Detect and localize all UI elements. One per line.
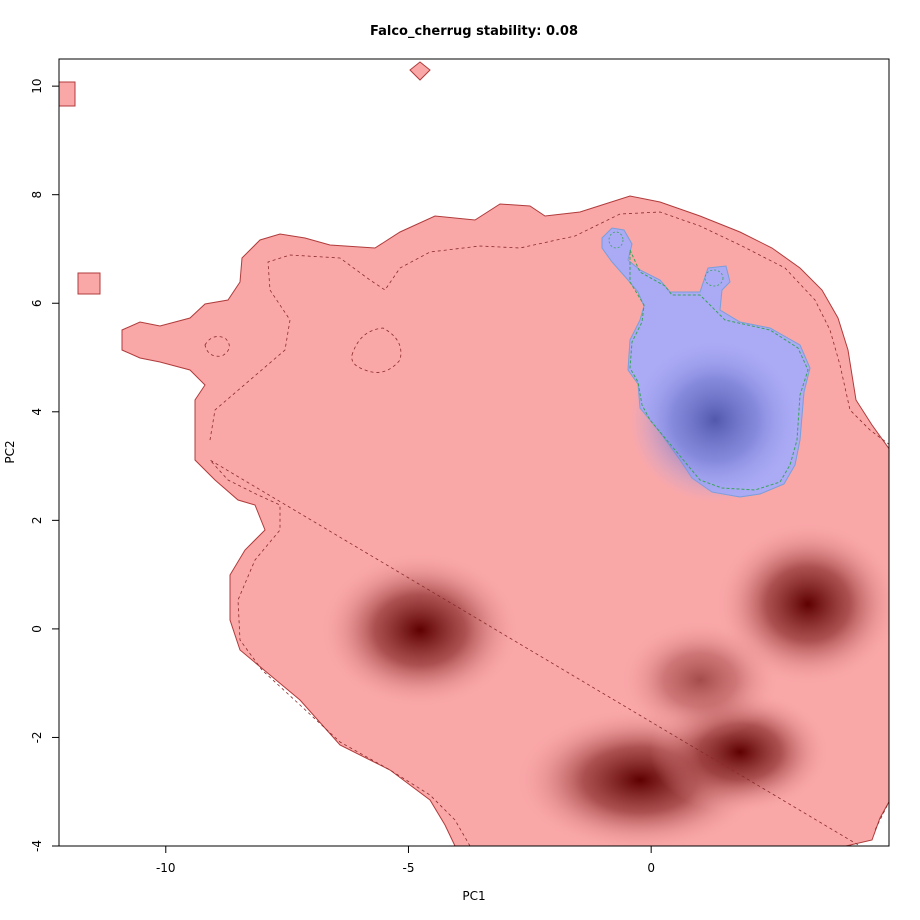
background-island-corner: [59, 81, 76, 107]
y-axis: -4 -2 0 2 4 6 8 10: [30, 78, 59, 852]
x-axis: -10 -5 0: [156, 846, 655, 875]
chart-title: Falco_cherrug stability: 0.08: [370, 24, 578, 39]
y-tick-label: 2: [30, 517, 44, 525]
x-tick-label: -10: [156, 861, 176, 875]
x-tick-label: -5: [402, 861, 414, 875]
x-tick-label: 0: [647, 861, 655, 875]
density-peak-1: [320, 552, 520, 708]
background-island-left: [77, 272, 101, 295]
plot-frame: [58, 58, 890, 847]
x-axis-title: PC1: [462, 889, 485, 903]
background-island-top: [409, 61, 431, 81]
background-contour-island-2: [351, 327, 402, 373]
y-tick-label: 0: [30, 625, 44, 633]
species-contour-island-2: [704, 269, 724, 287]
y-tick-label: -4: [30, 840, 44, 852]
y-tick-label: 6: [30, 299, 44, 307]
y-tick-label: 4: [30, 408, 44, 416]
species-contour: [629, 249, 809, 491]
y-tick-label: 10: [30, 78, 44, 93]
y-axis-title: PC2: [3, 440, 17, 463]
species-density-peak: [630, 338, 800, 502]
plot-area: [59, 61, 889, 846]
y-tick-label: 8: [30, 191, 44, 199]
density-bridge: [620, 620, 780, 740]
species-contour-island-1: [608, 231, 624, 249]
background-contour: [209, 211, 889, 846]
y-tick-label: -2: [30, 731, 44, 743]
